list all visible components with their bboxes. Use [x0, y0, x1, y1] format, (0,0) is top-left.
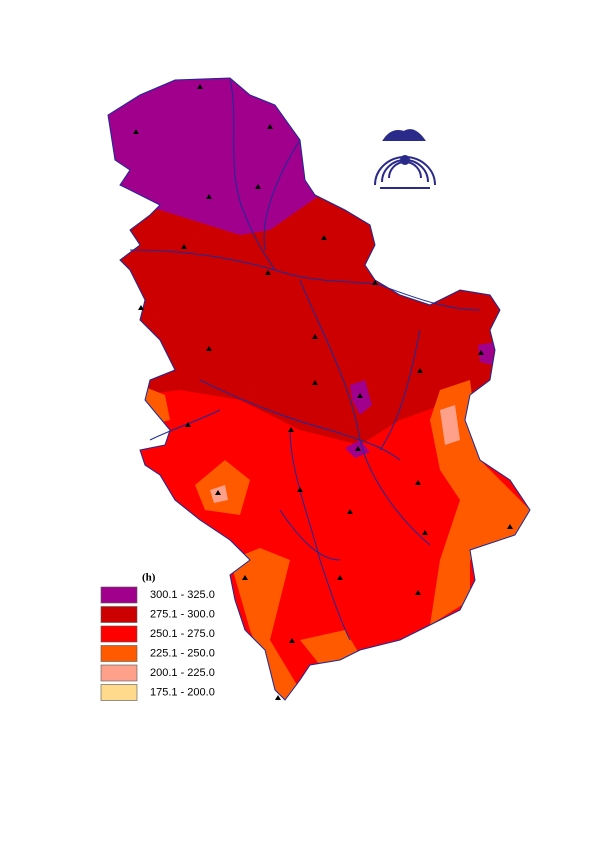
region-225-250	[230, 548, 300, 700]
region-300-325	[108, 78, 320, 235]
legend-swatch	[100, 664, 138, 682]
legend-swatch	[100, 684, 138, 701]
rivers	[129, 79, 481, 641]
legend-swatch	[100, 645, 138, 662]
border	[107, 77, 531, 701]
legend-swatch	[100, 586, 138, 604]
legend-label: 275.1 - 300.0	[150, 608, 215, 620]
legend-swatch	[100, 606, 138, 623]
legend-label: 300.1 - 325.0	[150, 589, 215, 601]
legend-label: 175.1 - 200.0	[150, 686, 215, 698]
legend-label: 225.1 - 250.0	[150, 647, 215, 659]
region-300-325	[478, 342, 495, 365]
legend-label: 250.1 - 275.0	[150, 628, 215, 640]
legend-title: (h)	[142, 572, 156, 584]
legend-label: 200.1 - 225.0	[150, 667, 215, 679]
region-200-225	[440, 405, 460, 445]
legend: (h) 300.1 - 325.0 275.1 - 300.0 250.1 - 27…	[100, 572, 215, 701]
logo	[374, 129, 436, 189]
map-regions	[108, 78, 530, 700]
region-225-250	[300, 630, 360, 665]
legend-swatch	[100, 625, 138, 643]
